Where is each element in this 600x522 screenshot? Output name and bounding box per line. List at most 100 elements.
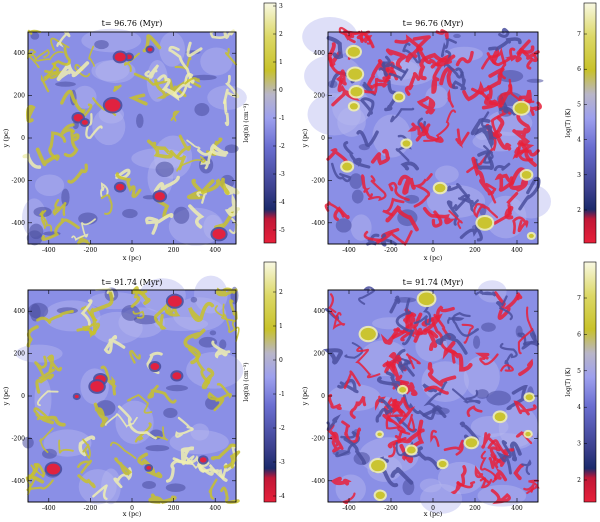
y-tick-label: -400: [312, 220, 326, 227]
gas-patch: [486, 390, 512, 406]
clump: [360, 327, 376, 341]
filament: [26, 476, 54, 492]
x-tick-label: -200: [84, 505, 98, 512]
colorbar: [583, 261, 597, 503]
x-tick-label: -200: [384, 247, 398, 254]
gas-patch: [155, 161, 174, 178]
gas-patch: [28, 302, 49, 319]
filament: [129, 349, 141, 364]
colorbar: [263, 261, 277, 503]
filament: [471, 87, 507, 108]
colorbar-tick-label: -1: [279, 391, 285, 398]
filament: [343, 29, 361, 44]
filament: [35, 48, 64, 62]
filament: [154, 78, 176, 99]
y-tick-label: 0: [21, 393, 25, 400]
filament: [448, 209, 463, 230]
clump: [465, 438, 478, 448]
filament: [93, 402, 109, 428]
filament: [427, 330, 438, 352]
y-tick-label: 200: [14, 351, 26, 358]
filament: [176, 134, 192, 158]
gas-patch: [200, 47, 233, 76]
colorbar-tick-label: -2: [279, 143, 285, 150]
filament: [35, 147, 60, 167]
gas-patch: [42, 448, 57, 459]
filament: [153, 301, 171, 330]
clump: [150, 363, 160, 371]
filament: [44, 46, 71, 75]
filament: [493, 162, 511, 172]
filament: [48, 131, 67, 160]
filament: [375, 398, 395, 423]
filament: [197, 148, 213, 170]
filament: [443, 439, 464, 456]
gas-patch: [194, 102, 210, 117]
gas-patch: [350, 214, 372, 241]
gas-patch: [92, 107, 126, 146]
colorbar-tick-label: -4: [279, 199, 285, 206]
filament: [52, 198, 67, 216]
filament: [180, 446, 195, 466]
colorbar-tick-label: -2: [279, 425, 285, 432]
filament: [455, 128, 470, 149]
colorbar-tick-label: -1: [279, 115, 285, 122]
temperature-field: [322, 280, 540, 514]
y-axis-label: y (pc): [301, 386, 309, 406]
filament: [117, 405, 157, 440]
filament: [330, 162, 352, 183]
filament: [359, 97, 375, 117]
x-tick-label: 0: [130, 505, 134, 512]
filament: [88, 45, 95, 67]
filament: [451, 311, 480, 337]
clump: [528, 233, 534, 238]
gas-patch: [351, 189, 364, 204]
panel-temperature-bottom: t= 91.74 (Myr) x (pc) y (pc) -400 -200 0 20…: [301, 278, 540, 518]
filament: [106, 375, 117, 396]
filament: [50, 37, 70, 52]
y-tick-label: -400: [12, 220, 26, 227]
clump: [90, 381, 104, 392]
panel-title: t= 91.74 (Myr): [403, 278, 464, 287]
x-tick-label: -400: [342, 505, 356, 512]
filament: [395, 441, 420, 458]
filament: [447, 88, 454, 108]
filament: [413, 297, 432, 326]
filament: [509, 167, 528, 192]
x-axis-label: x (pc): [424, 254, 443, 262]
gas-patch: [224, 144, 239, 153]
filament: [481, 432, 501, 452]
filament: [337, 378, 359, 394]
clump: [394, 93, 404, 101]
filament: [494, 116, 512, 151]
filament: [457, 194, 479, 213]
clump: [342, 162, 353, 171]
filament: [359, 76, 391, 95]
filament: [148, 493, 177, 505]
filament: [92, 484, 108, 501]
colorbar-label: log(T) (K): [565, 108, 572, 137]
filament: [186, 139, 201, 150]
x-tick-label: 400: [511, 505, 523, 512]
colorbar-label: log(T) (K): [565, 367, 572, 396]
filament: [412, 173, 433, 208]
panel-temperature-top: t= 96.76 (Myr) x (pc) y (pc) -400 -200 0 20…: [301, 16, 551, 262]
gas-patch: [55, 81, 76, 87]
filament: [471, 156, 493, 196]
filament: [439, 66, 456, 89]
filament: [144, 64, 160, 80]
gas-patch: [219, 339, 227, 350]
filament: [518, 140, 537, 167]
gas-patch: [207, 85, 247, 110]
gas-patch: [73, 85, 97, 109]
filament: [34, 463, 46, 478]
colorbar-tick-label: 3: [577, 172, 581, 179]
y-tick-label: 400: [314, 308, 326, 315]
filament: [197, 463, 228, 480]
filament: [496, 295, 514, 321]
filament: [512, 216, 529, 235]
filament: [210, 443, 237, 461]
filament: [355, 346, 381, 379]
filament: [78, 435, 96, 457]
colorbar-tick-label: 2: [577, 207, 581, 214]
